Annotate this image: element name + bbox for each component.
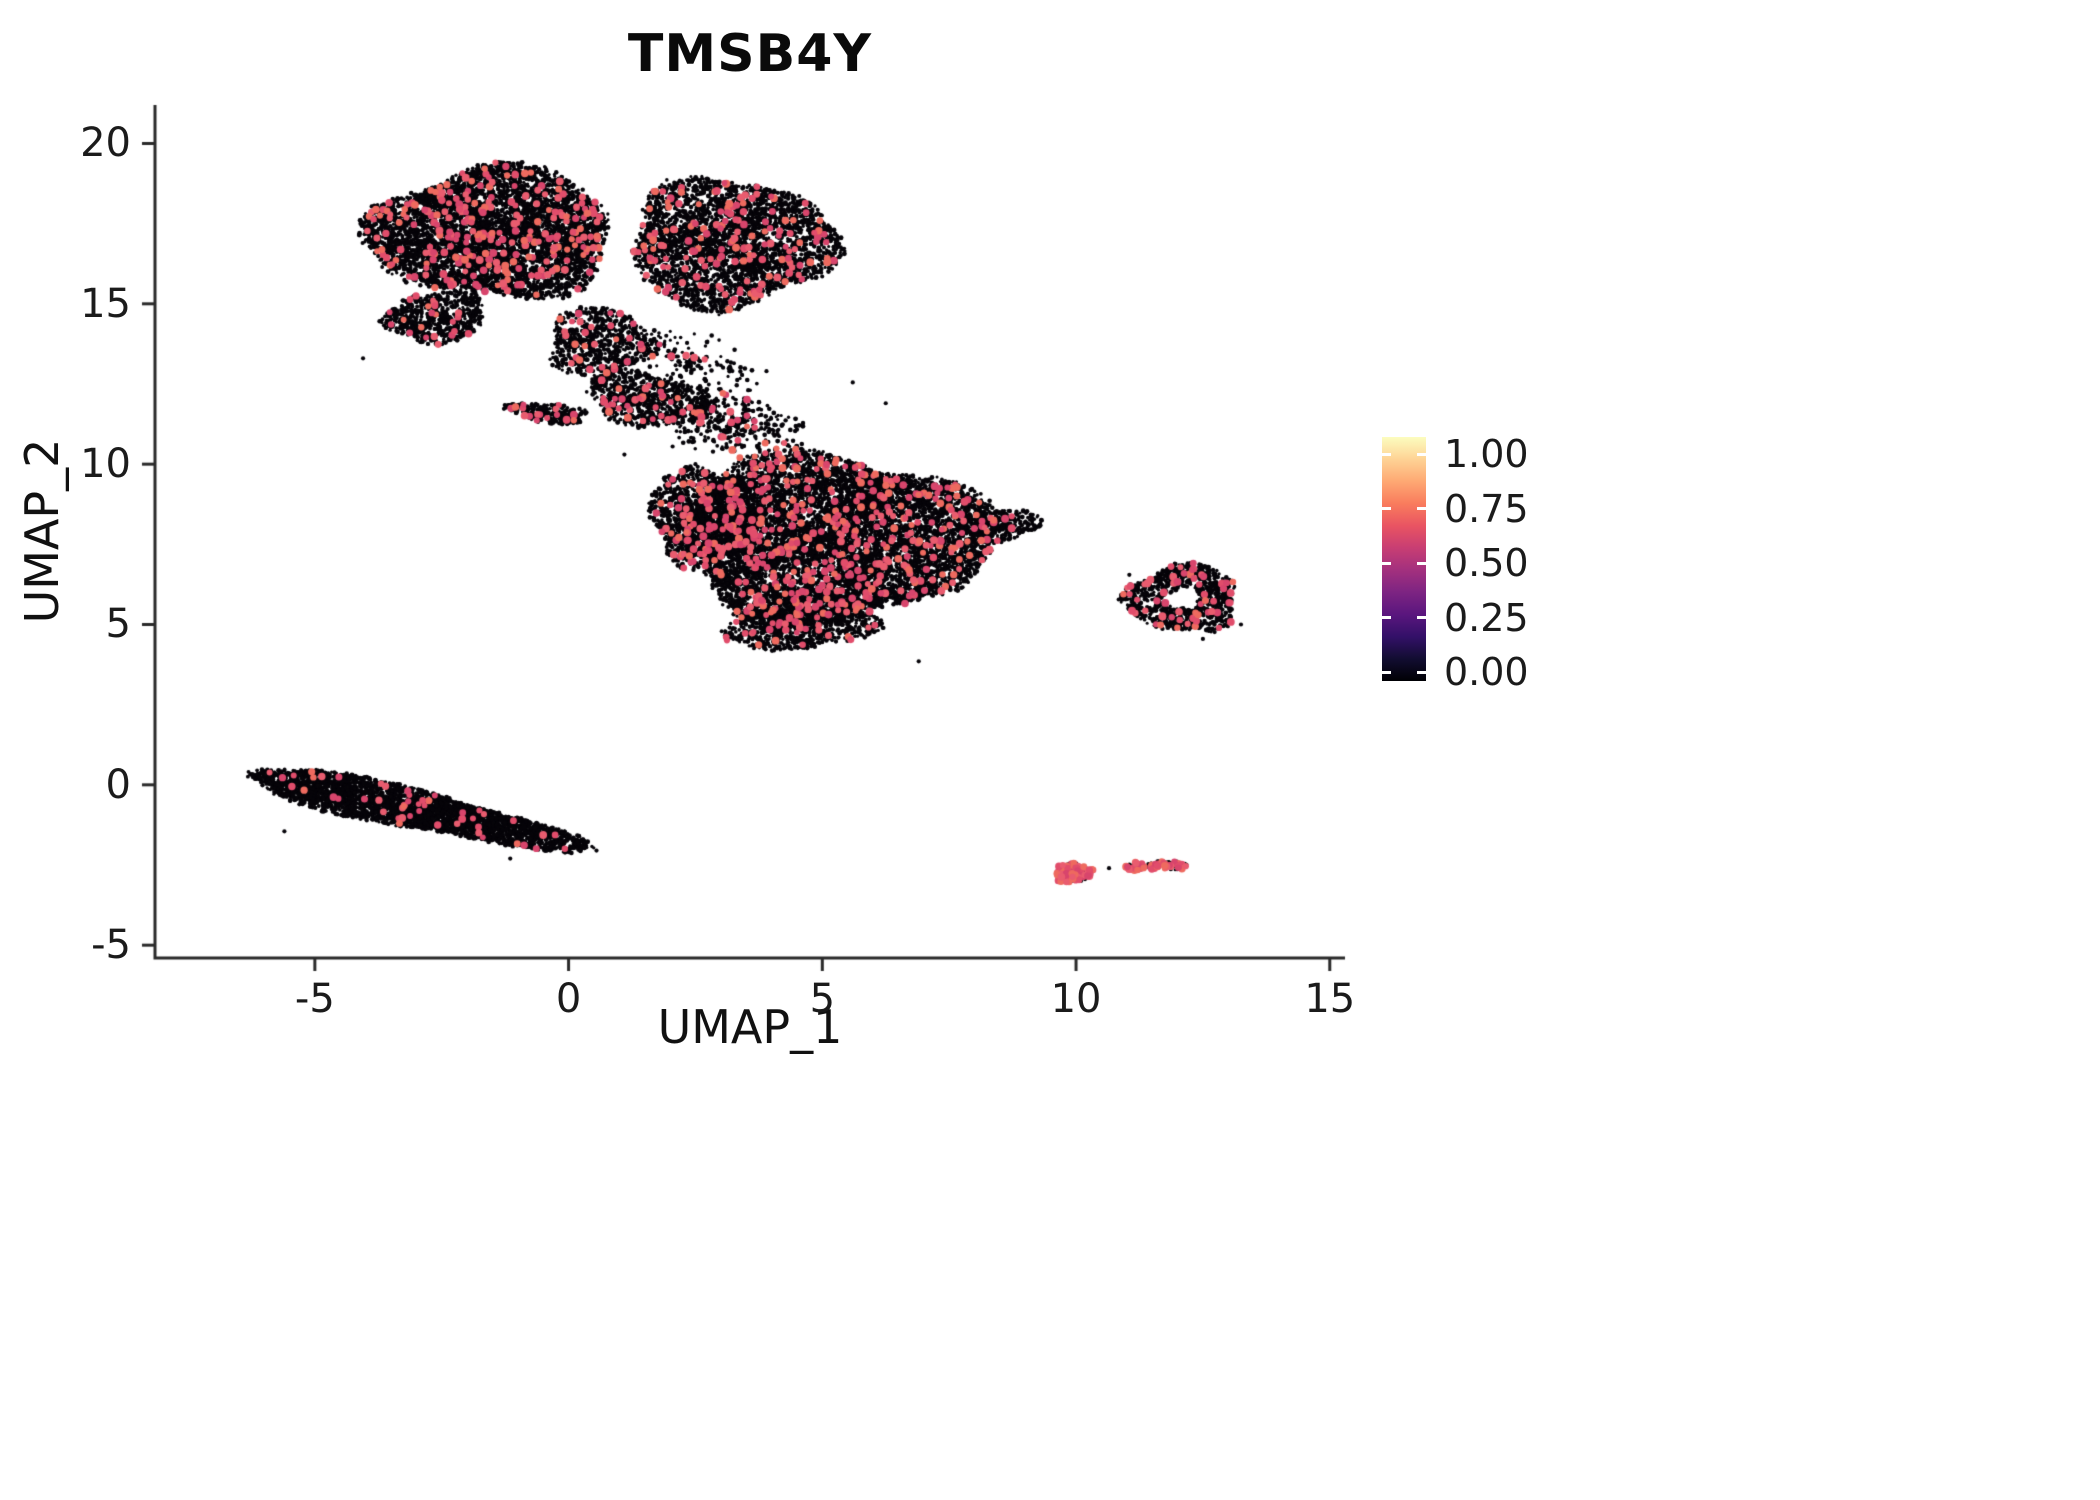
legend-gradient-bar <box>1382 437 1426 681</box>
